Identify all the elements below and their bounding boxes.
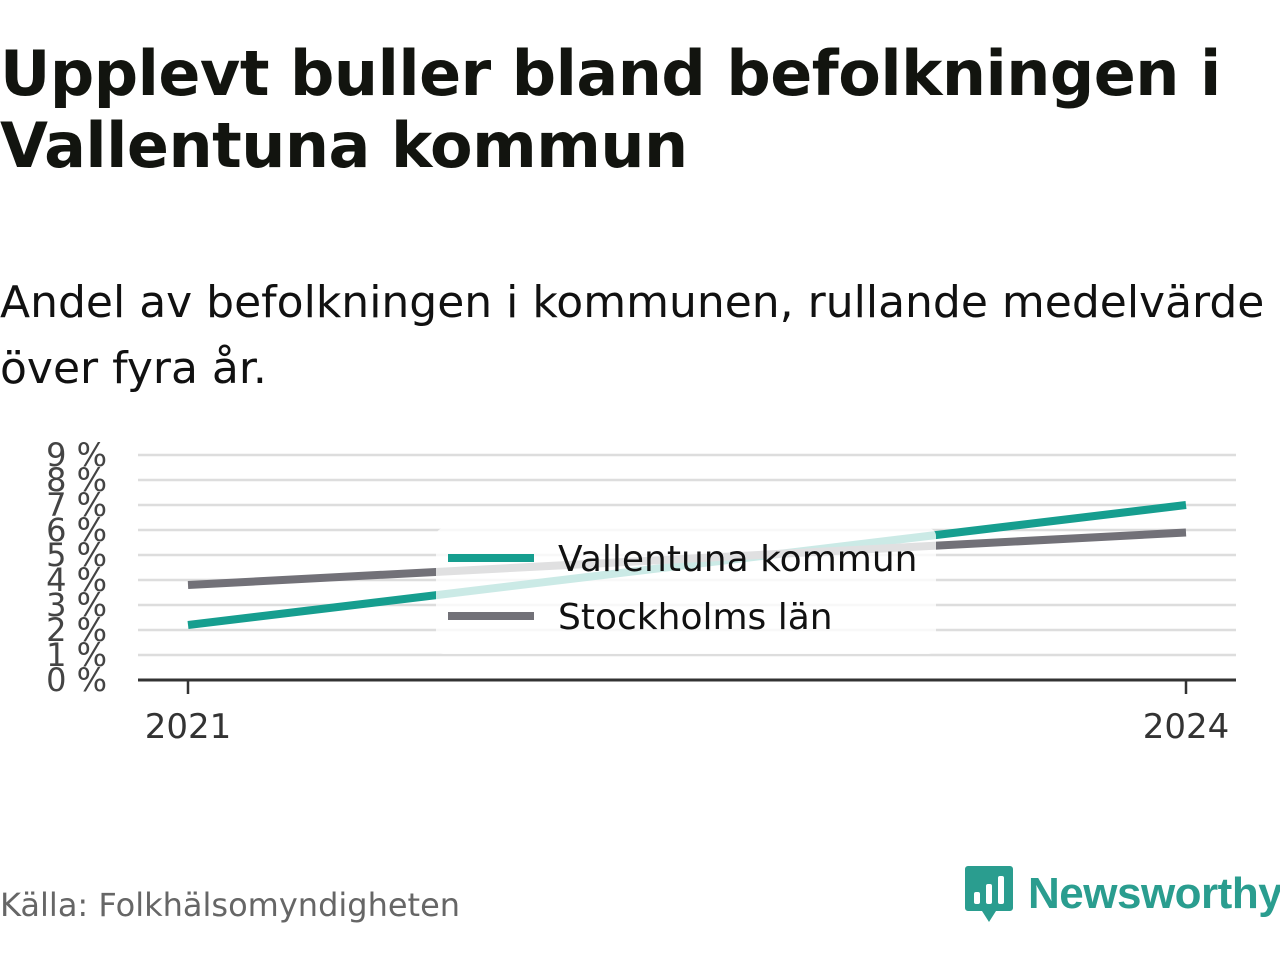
chart-subtitle: Andel av befolkningen i kommunen, rullan… — [0, 277, 1265, 394]
y-tick-label: 6 % — [46, 511, 107, 549]
legend-label: Stockholms län — [558, 597, 833, 638]
y-tick-label: 9 % — [46, 436, 107, 474]
y-tick-label: 0 % — [46, 661, 107, 699]
y-tick-label: 7 % — [46, 486, 107, 524]
x-tick-label: 2024 — [1143, 707, 1230, 747]
x-tick-label: 2021 — [145, 707, 232, 747]
y-tick-label: 3 % — [46, 586, 107, 624]
y-tick-label: 1 % — [46, 636, 107, 674]
brand-name: Newsworthy — [1028, 869, 1280, 918]
y-tick-label: 2 % — [46, 611, 107, 649]
y-tick-label: 8 % — [46, 461, 107, 499]
brand-logo: Newsworthy — [964, 862, 1280, 926]
legend-box — [436, 528, 936, 654]
source-note: Källa: Folkhälsomyndigheten — [0, 886, 461, 924]
chart-title: Upplevt buller bland befolkningen i Vall… — [0, 37, 1221, 182]
y-tick-label: 5 % — [46, 536, 107, 574]
legend-label: Vallentuna kommun — [558, 539, 917, 580]
line-chart: 0 %1 %2 %3 %4 %5 %6 %7 %8 %9 % 2021 2024 Va… — [46, 436, 1236, 747]
y-tick-label: 4 % — [46, 561, 107, 599]
newsworthy-logo-icon — [965, 866, 1013, 922]
